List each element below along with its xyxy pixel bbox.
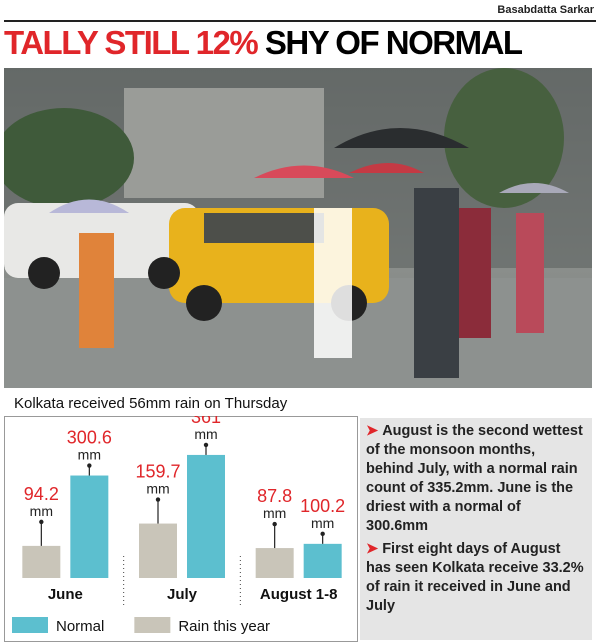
- legend-label: Rain this year: [178, 618, 270, 635]
- value-label: 159.7: [135, 462, 180, 482]
- whisker-dot: [272, 521, 277, 527]
- value-label: 87.8: [257, 486, 292, 506]
- bar: [22, 545, 61, 578]
- whisker-dot: [87, 463, 92, 468]
- value-label: 361: [191, 416, 221, 427]
- whisker-dot: [320, 531, 325, 537]
- byline: Basabdatta Sarkar: [497, 4, 594, 16]
- value-unit: mm: [78, 447, 101, 463]
- notes-panel: August is the second wettest of the mons…: [360, 418, 592, 640]
- bar: [139, 523, 177, 578]
- bar: [70, 475, 109, 578]
- chart-frame: [4, 416, 358, 642]
- legend-swatch: [134, 617, 171, 633]
- value-unit: mm: [194, 426, 217, 442]
- value-unit: mm: [311, 515, 334, 531]
- whisker-dot: [203, 442, 209, 448]
- headline-rest: SHY OF NORMAL: [264, 24, 523, 61]
- note: First eight days of August has seen Kolk…: [366, 540, 586, 616]
- legend-swatch: [12, 617, 48, 633]
- rule: [4, 20, 596, 22]
- whisker-dot: [155, 497, 161, 502]
- value-label: 94.2: [24, 484, 59, 504]
- chart: Junemm94.2mm300.6Julymm159.7mm361August …: [4, 416, 358, 642]
- headline: TALLY STILL 12% SHY OF NORMAL: [4, 24, 523, 62]
- value-unit: mm: [263, 505, 286, 521]
- legend-label: Normal: [56, 618, 104, 635]
- value-unit: mm: [30, 503, 53, 519]
- note: August is the second wettest of the mons…: [366, 422, 586, 536]
- headline-highlight: TALLY STILL 12%: [4, 24, 259, 61]
- category-label: June: [48, 586, 83, 603]
- whisker-dot: [39, 519, 44, 525]
- bar: [303, 543, 342, 578]
- bar: [187, 454, 225, 578]
- value-label: 300.6: [67, 428, 112, 448]
- photo: [4, 68, 592, 388]
- value-unit: mm: [146, 481, 169, 497]
- category-label: July: [167, 586, 198, 603]
- value-label: 100.2: [300, 496, 345, 516]
- category-label: August 1-8: [260, 586, 338, 603]
- bar: [255, 548, 294, 578]
- caption: Kolkata received 56mm rain on Thursday: [14, 395, 288, 412]
